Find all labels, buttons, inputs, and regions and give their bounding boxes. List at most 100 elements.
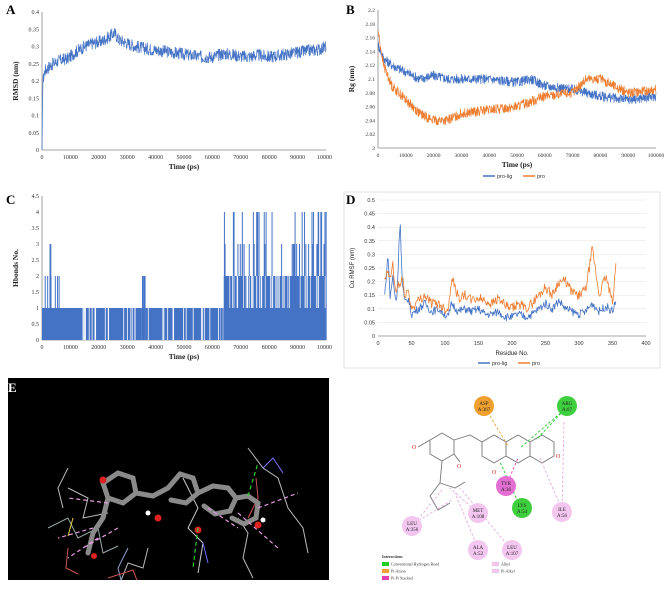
hbond-bar	[281, 244, 283, 340]
y-axis-title: Hbonds No.	[11, 249, 20, 287]
hbond-bar	[321, 212, 323, 340]
hbond-bar	[132, 308, 134, 340]
legend-label-pro: pro	[532, 361, 540, 367]
hbond-bar	[169, 308, 171, 340]
hbond-gap	[84, 308, 86, 340]
hbond-gap	[247, 276, 249, 308]
hbond-gap	[134, 308, 136, 340]
interaction-2d-diagram: O O O O ASP A:367 ARG	[360, 378, 660, 586]
hbond-bar	[175, 308, 177, 340]
x-tick-label: 0	[41, 155, 44, 161]
interaction-2d-svg: O O O O ASP A:367 ARG	[382, 396, 577, 581]
x-tick-label: 60000	[538, 153, 552, 159]
chart-c-hbonds: 0 0.5 1 1.5 2 2.5 3 3.5 4 4.5 0 10000 20000 30000 4000…	[11, 194, 332, 361]
y-tick-label: 2.14	[365, 49, 375, 55]
y-tick-label: 2.06	[365, 105, 375, 111]
y-tick-label: 2.2	[368, 8, 375, 14]
y-tick-label: 0.4	[367, 225, 375, 231]
hbond-gap	[315, 276, 317, 308]
x-tick-label: 70000	[233, 345, 248, 351]
y-axis-title: Rg (nm)	[347, 65, 356, 92]
x-axis-title: Residue No.	[495, 351, 528, 357]
hbond-bar	[299, 244, 301, 340]
hbond-gap	[264, 276, 266, 308]
y-tick-label: 0	[36, 338, 39, 344]
y-tick-label: 0.3	[32, 45, 40, 51]
hbond-bar	[292, 244, 294, 340]
x-tick-label: 250	[541, 341, 550, 347]
residue-asp-367: ASP A:367	[474, 396, 494, 416]
x-tick-label: 90000	[290, 155, 305, 161]
y-tick-label: 1.5	[32, 290, 40, 296]
hbond-bar	[304, 212, 306, 340]
hbond-gap	[104, 308, 106, 340]
x-axis-title: Time (ps)	[169, 352, 200, 361]
svg-text:LEU: LEU	[407, 522, 417, 527]
x-tick-label: 10000	[63, 345, 78, 351]
hbond-bar	[222, 308, 224, 340]
hbond-gap	[130, 308, 132, 340]
hbond-gap	[277, 276, 279, 308]
hbond-bar	[99, 308, 101, 340]
hbond-bar	[258, 212, 260, 340]
hbond-gap	[91, 308, 93, 340]
x-tick-label: 50000	[510, 153, 524, 159]
x-tick-label: 30000	[455, 153, 469, 159]
hbond-bar	[224, 244, 226, 340]
residue-ile-56: ILE A:56	[552, 502, 572, 522]
hbond-bar	[144, 276, 146, 340]
y-tick-label: 0	[372, 334, 375, 340]
x-tick-label: 0	[377, 153, 380, 159]
hbond-gap	[324, 276, 326, 308]
svg-text:A:56: A:56	[557, 514, 568, 519]
hbond-gap	[95, 308, 97, 340]
hbond-bar	[320, 212, 322, 340]
hbond-bar	[181, 308, 183, 340]
hbond-bar	[141, 276, 143, 340]
hbond-bar	[69, 308, 71, 340]
x-tick-label: 50000	[177, 155, 192, 161]
chart-legend: pro-lig pro	[483, 174, 545, 180]
x-tick-label: 90000	[621, 153, 635, 159]
hbond-bar	[87, 308, 89, 340]
x-tick-label: 10000	[63, 155, 78, 161]
hbond-gap	[83, 308, 85, 340]
hbond-bar	[186, 308, 188, 340]
hbond-bar	[232, 212, 234, 340]
panel-label-b: B	[346, 2, 355, 17]
y-tick-label: 1	[36, 306, 39, 312]
x-tick-label: 80000	[262, 155, 277, 161]
legend-label-pro: pro	[537, 174, 545, 180]
y-tick-label: 0.4	[32, 10, 40, 16]
y-tick-label: 0.5	[367, 198, 375, 204]
x-tick-label: 30000	[120, 345, 135, 351]
hbond-bar	[263, 212, 265, 340]
hbond-gap	[287, 276, 289, 308]
svg-text:Pi-Alkyl: Pi-Alkyl	[501, 569, 516, 574]
svg-text:ASP: ASP	[479, 402, 488, 407]
y-tick-label: 2.16	[365, 36, 375, 42]
svg-text:Conventional Hydrogen Bond: Conventional Hydrogen Bond	[391, 562, 439, 567]
x-tick-label: 70000	[566, 153, 580, 159]
hbond-gap	[317, 276, 319, 308]
x-tick-label: 60000	[205, 345, 220, 351]
hbond-bar	[118, 308, 120, 340]
hbond-gap	[218, 308, 219, 340]
hbond-gap	[203, 308, 205, 340]
series-line-pro-lig	[384, 224, 617, 322]
x-tick-label: 70000	[233, 155, 248, 161]
y-tick-label: 0.1	[32, 114, 40, 120]
svg-text:ARG: ARG	[562, 402, 573, 407]
x-tick-label: 0	[41, 345, 44, 351]
x-tick-label: 200	[507, 341, 516, 347]
hbond-gap	[245, 276, 247, 308]
hbond-gap	[318, 276, 319, 308]
x-tick-label: 20000	[91, 155, 106, 161]
hbond-gap	[256, 276, 258, 308]
y-tick-label: 4	[36, 210, 39, 216]
x-tick-label: 100	[440, 341, 449, 347]
hbond-gap	[261, 276, 263, 308]
docking-3d-view	[8, 378, 329, 589]
x-tick-label: 100000	[317, 155, 332, 161]
hbond-gap	[275, 276, 277, 308]
